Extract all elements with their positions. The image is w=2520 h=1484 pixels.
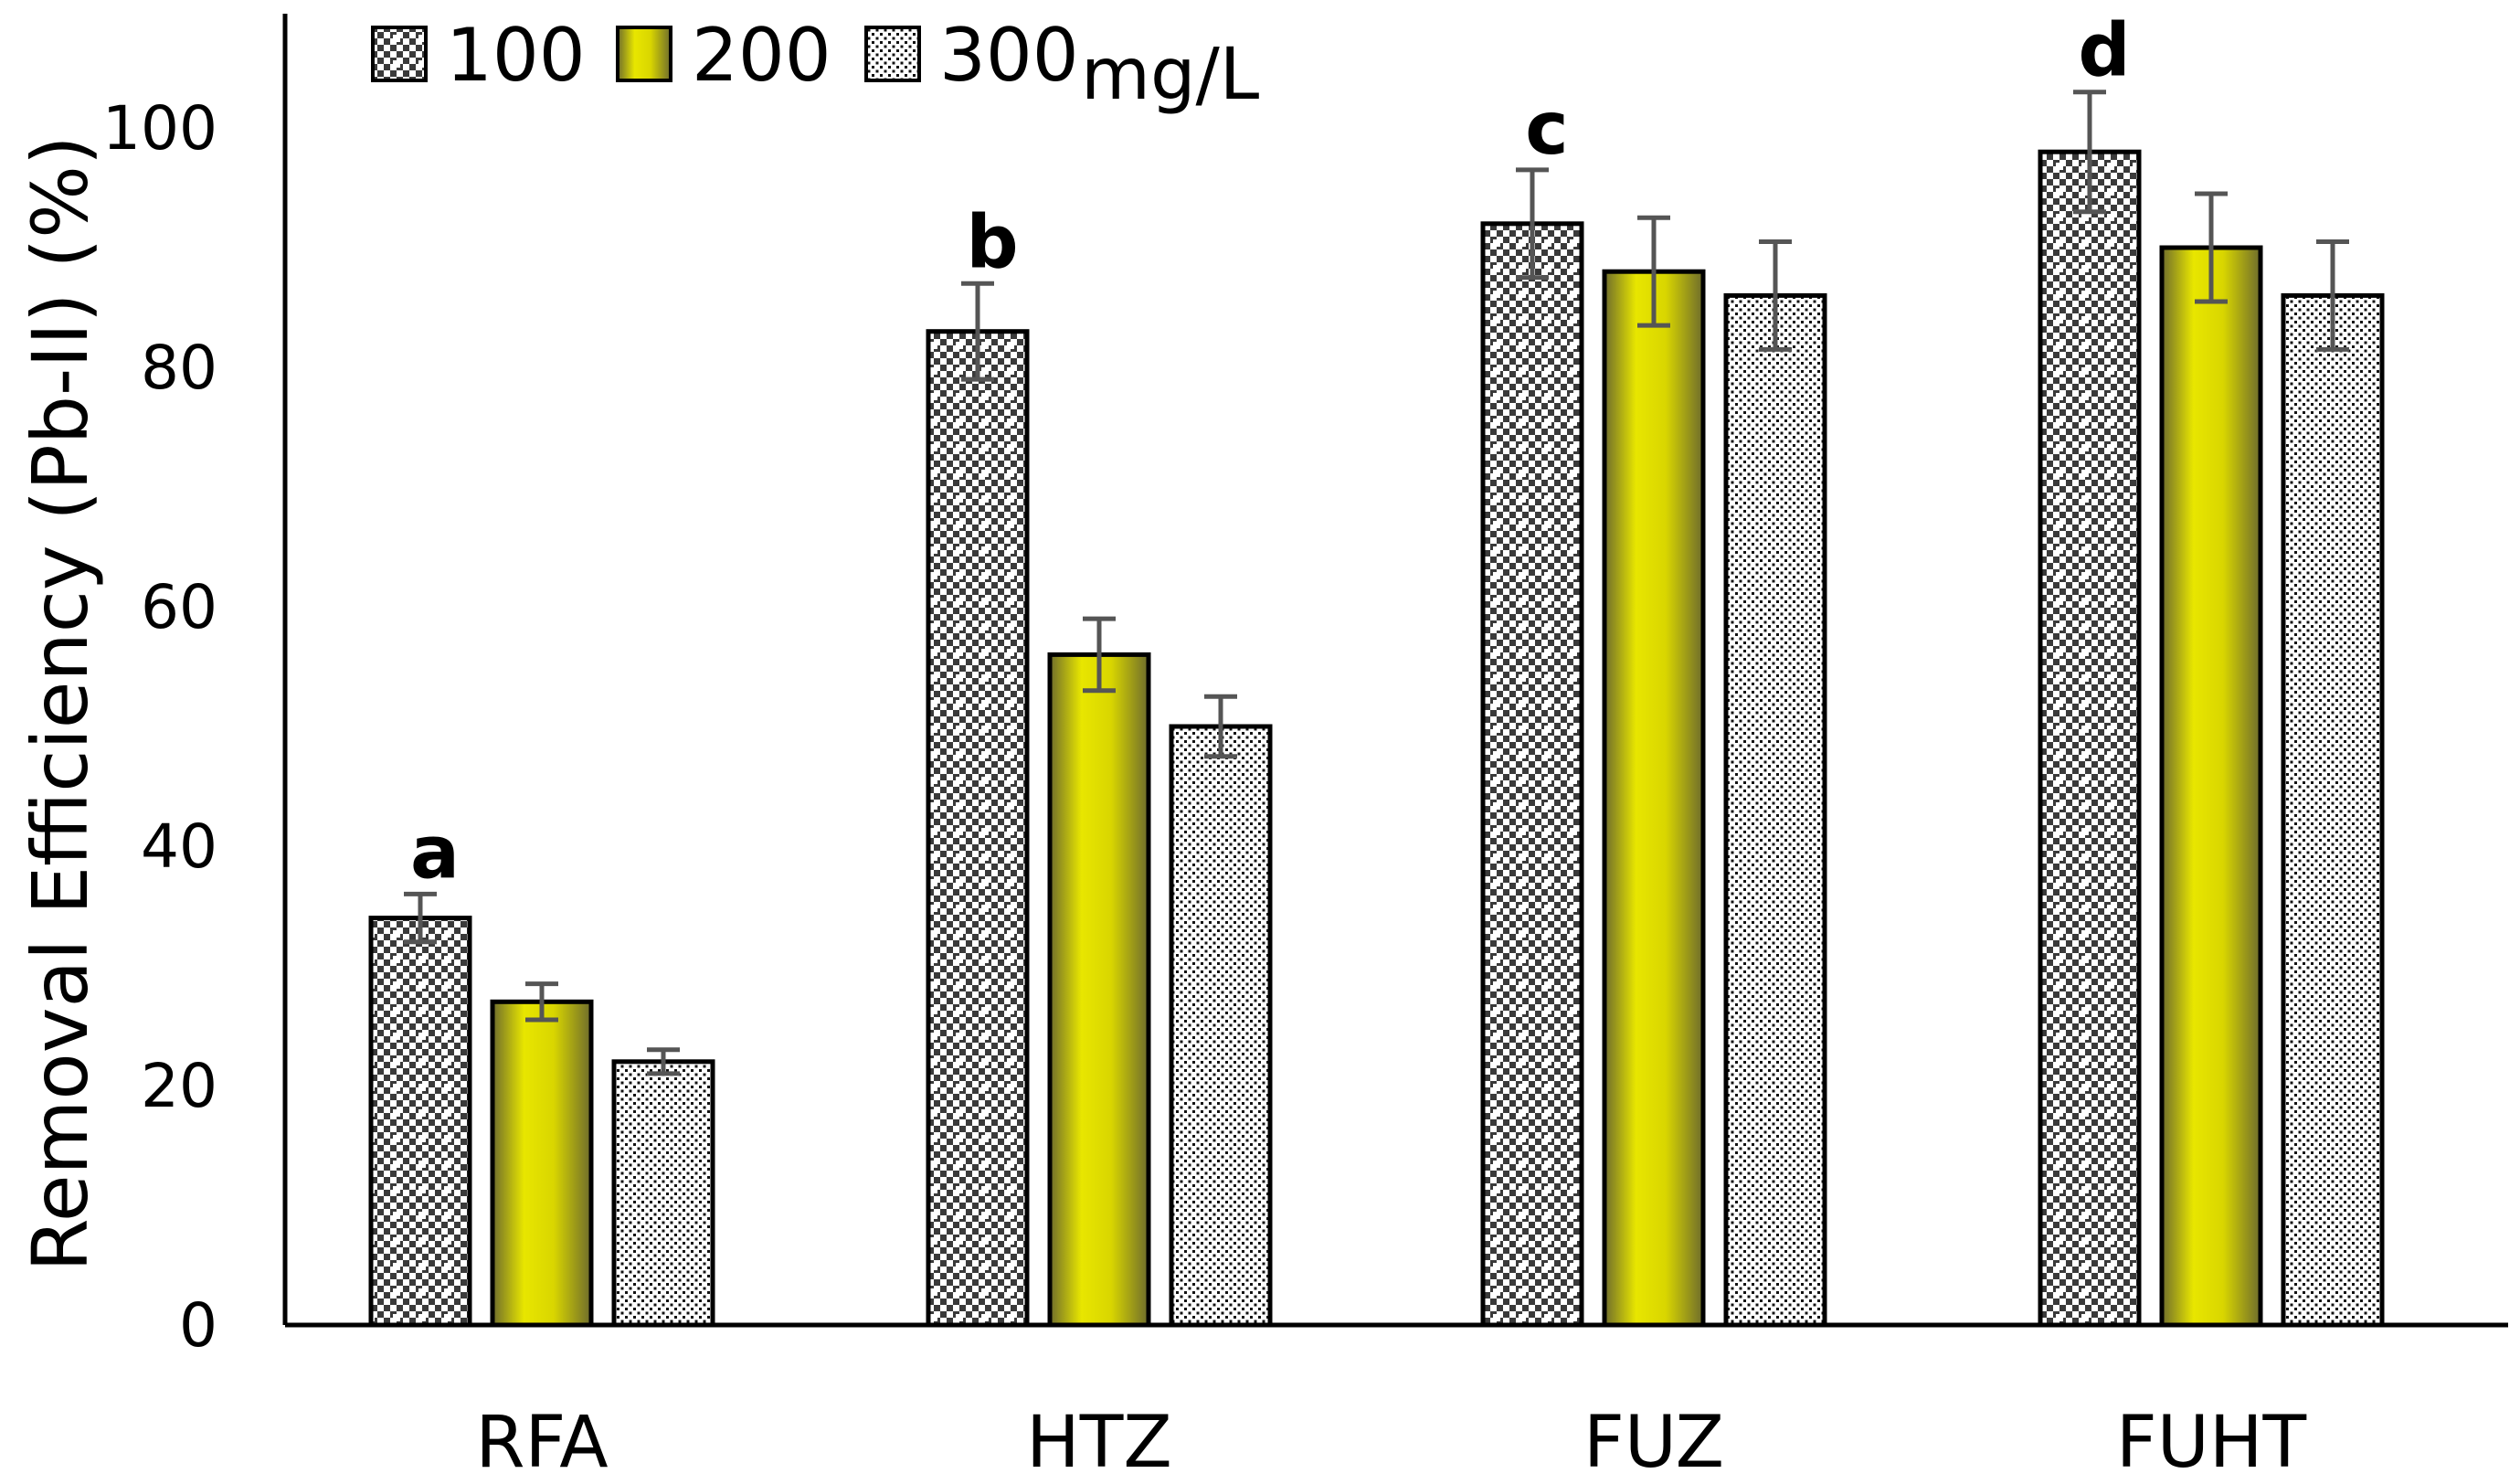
error-bar-rfa-300 [647, 1047, 680, 1076]
legend-swatch-100 [371, 26, 428, 82]
x-category-label-fuz: FUZ [1583, 1402, 1724, 1484]
legend-label-100: 100 [446, 13, 586, 98]
bar-fuht-300 [2281, 292, 2385, 1328]
bar-fuz-200 [1602, 269, 1706, 1328]
bar-fuht-100 [2038, 149, 2142, 1328]
y-axis-title: Removal Efficiency (Pb-II) (%) [16, 135, 105, 1271]
bar-htz-100 [926, 329, 1030, 1328]
significance-labels: a b c d [410, 8, 2131, 896]
error-bar-rfa-100 [404, 891, 437, 945]
y-tick-label-80: 80 [141, 333, 217, 403]
bar-fuz-100 [1480, 221, 1584, 1328]
bar-fuz-300 [1723, 292, 1827, 1328]
error-bar-fuht-200 [2195, 191, 2228, 304]
legend-swatch-300 [864, 26, 921, 82]
x-axis-category-labels: RFA HTZ FUZ FUHT [475, 1402, 2306, 1484]
significance-label-b: b [966, 199, 1018, 284]
bar-htz-200 [1047, 652, 1151, 1328]
y-tick-label-100: 100 [102, 93, 217, 164]
error-bar-fuz-200 [1637, 215, 1670, 328]
bar-fuht-200 [2159, 245, 2263, 1328]
bar-rfa-200 [490, 999, 594, 1328]
error-bar-rfa-200 [525, 981, 558, 1023]
x-category-label-rfa: RFA [475, 1402, 608, 1484]
error-bar-fuz-100 [1516, 167, 1549, 281]
legend-label-200: 200 [692, 13, 831, 98]
significance-label-a: a [410, 810, 460, 895]
legend-unit: mg/L [1081, 34, 1260, 116]
error-bar-fuht-300 [2316, 238, 2349, 352]
significance-label-d: d [2078, 8, 2130, 93]
x-category-label-fuht: FUHT [2116, 1402, 2307, 1484]
error-bar-htz-200 [1083, 616, 1116, 694]
y-tick-label-20: 20 [141, 1051, 217, 1121]
error-bar-fuht-100 [2073, 90, 2106, 215]
legend: 100 200 300 mg/L [371, 13, 1260, 116]
bar-htz-300 [1169, 724, 1273, 1328]
legend-swatch-200 [616, 26, 672, 82]
error-bar-htz-300 [1204, 694, 1237, 759]
error-bars-group [404, 90, 2349, 1076]
bar-rfa-100 [368, 916, 472, 1328]
bar-series-group [368, 149, 2385, 1328]
x-category-label-htz: HTZ [1026, 1402, 1172, 1484]
error-bar-htz-100 [961, 281, 994, 382]
bar-rfa-300 [611, 1059, 715, 1328]
legend-label-300: 300 [939, 13, 1079, 98]
y-axis-ticks: 0 20 40 60 80 100 [102, 93, 217, 1361]
y-tick-label-0: 0 [179, 1290, 217, 1361]
significance-label-c: c [1525, 86, 1568, 171]
y-tick-label-60: 60 [141, 572, 217, 642]
y-tick-label-40: 40 [141, 811, 217, 882]
error-bar-fuz-300 [1759, 238, 1792, 352]
